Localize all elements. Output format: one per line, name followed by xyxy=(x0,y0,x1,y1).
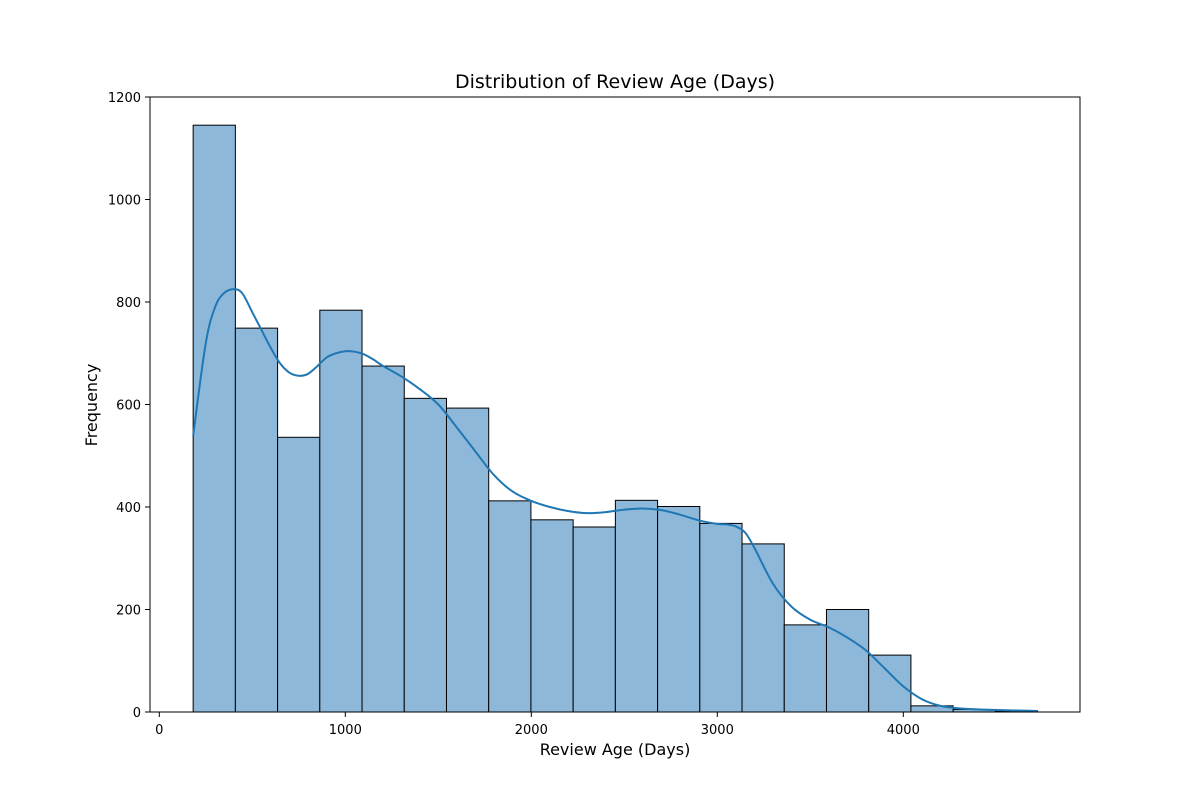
x-tick-label: 2000 xyxy=(515,723,548,738)
y-tick-label: 1200 xyxy=(108,91,141,106)
y-tick-label: 600 xyxy=(116,399,141,414)
x-tick-label: 0 xyxy=(155,723,163,738)
histogram-bar xyxy=(403,397,447,713)
histogram-bar xyxy=(699,522,743,713)
histogram-bar xyxy=(361,365,405,713)
histogram-bar xyxy=(445,407,490,713)
histogram-bar xyxy=(572,526,616,713)
histogram-bar xyxy=(868,654,912,713)
histogram-bar xyxy=(277,436,321,713)
kde-line xyxy=(192,288,1038,712)
histogram-bar xyxy=(825,609,870,713)
y-tick-label: 400 xyxy=(116,501,141,516)
bar-group xyxy=(192,124,1039,713)
histogram-bar xyxy=(234,327,279,713)
histogram-bar xyxy=(319,309,363,713)
y-tick-label: 0 xyxy=(133,706,141,721)
x-tick-label: 1000 xyxy=(329,723,362,738)
chart-title: Distribution of Review Age (Days) xyxy=(455,71,775,93)
histogram-bar xyxy=(530,519,574,713)
x-tick-label: 3000 xyxy=(701,723,734,738)
y-tick-label: 800 xyxy=(116,296,141,311)
x-axis-ticks: 0 1000 2000 3000 4000 xyxy=(155,712,920,738)
y-tick-label: 200 xyxy=(116,604,141,619)
y-axis-label: Frequency xyxy=(82,364,101,447)
histogram-bar xyxy=(192,124,236,713)
x-axis-label: Review Age (Days) xyxy=(540,740,691,759)
histogram-bar xyxy=(488,500,532,713)
y-tick-label: 1000 xyxy=(108,194,141,209)
histogram-bar xyxy=(614,499,659,713)
histogram-bar xyxy=(741,543,785,713)
y-axis-ticks: 0 200 400 600 800 1000 1200 xyxy=(108,91,150,721)
histogram-bar xyxy=(783,624,827,713)
histogram-bar xyxy=(657,505,701,713)
x-tick-label: 4000 xyxy=(887,723,920,738)
